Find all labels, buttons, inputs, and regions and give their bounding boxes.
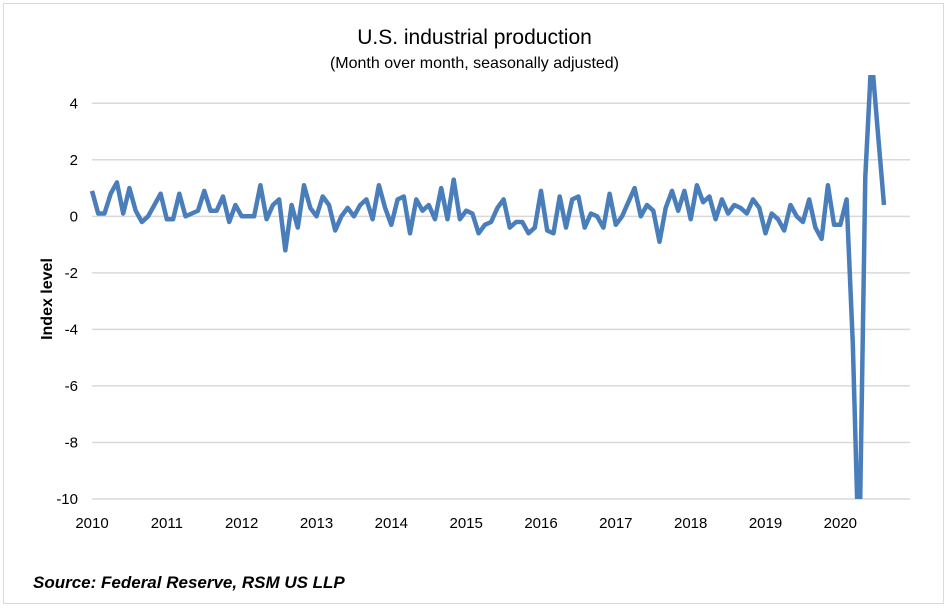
y-tick-label: -4 — [65, 321, 78, 338]
x-tick-label: 2019 — [749, 515, 782, 532]
y-tick-label: -2 — [65, 265, 78, 282]
gridlines — [92, 102, 910, 500]
y-tick-label: 2 — [70, 152, 78, 169]
y-tick-label: -6 — [65, 378, 78, 395]
x-tick-label: 2010 — [75, 515, 108, 532]
x-tick-label: 2013 — [300, 515, 333, 532]
y-tick-label: -10 — [56, 491, 78, 508]
chart-title: U.S. industrial production — [357, 26, 592, 49]
x-tick-label: 2015 — [449, 515, 482, 532]
y-tick-label: 4 — [70, 95, 78, 112]
x-tick-label: 2018 — [674, 515, 707, 532]
series-line — [89, 75, 887, 499]
y-tick-labels: 4 2 0 -2 -4 -6 -8 -10 — [56, 95, 78, 508]
y-tick-label: 0 — [70, 208, 78, 225]
chart-frame — [3, 3, 944, 604]
x-tick-label: 2017 — [599, 515, 632, 532]
y-tick-label: -8 — [65, 434, 78, 451]
x-tick-labels: 2010 2011 2012 2013 2014 2015 2016 2017 2018 2019… — [75, 515, 857, 532]
x-tick-label: 2014 — [375, 515, 408, 532]
source-note: Source: Federal Reserve, RSM US LLP — [33, 573, 345, 592]
chart-subtitle: (Month over month, seasonally adjusted) — [329, 55, 620, 72]
x-tick-label: 2011 — [151, 515, 183, 532]
x-tick-label: 2020 — [824, 515, 857, 532]
x-tick-label: 2016 — [524, 515, 557, 532]
x-tick-label: 2012 — [225, 515, 258, 532]
